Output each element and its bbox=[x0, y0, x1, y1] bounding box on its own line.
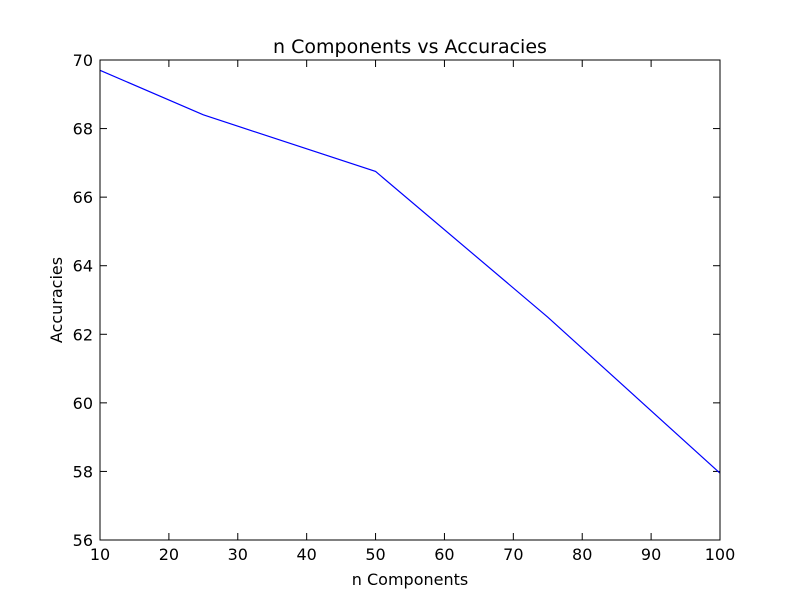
x-tick-label: 100 bbox=[705, 545, 736, 564]
series-group bbox=[99, 69, 721, 474]
x-tick-label: 30 bbox=[228, 545, 248, 564]
y-tick-label: 68 bbox=[73, 120, 93, 139]
plot-frame bbox=[99, 59, 721, 541]
x-tick-label: 60 bbox=[434, 545, 454, 564]
series-line bbox=[99, 69, 721, 474]
x-tick-label: 40 bbox=[296, 545, 316, 564]
x-tick-label: 20 bbox=[159, 545, 179, 564]
y-axis-label: Accuracies bbox=[47, 257, 66, 343]
y-tick-label: 70 bbox=[73, 51, 93, 70]
y-tick-label: 64 bbox=[73, 257, 93, 276]
y-tick-label: 62 bbox=[73, 325, 93, 344]
x-tick-label: 90 bbox=[641, 545, 661, 564]
x-axis-label: n Components bbox=[352, 570, 468, 589]
chart-title: n Components vs Accuracies bbox=[273, 36, 547, 58]
x-tick-label: 70 bbox=[503, 545, 523, 564]
x-tick-label: 10 bbox=[90, 545, 110, 564]
y-tick-label: 58 bbox=[73, 462, 93, 481]
y-tick-label: 66 bbox=[73, 188, 93, 207]
y-tick-label: 60 bbox=[73, 394, 93, 413]
x-tick-label: 80 bbox=[572, 545, 592, 564]
axis-ticks: 10 20 30 40 50 60 70 80 90 100 56 58 60 62 64 66 68 70 bbox=[73, 51, 736, 564]
y-tick-label: 56 bbox=[73, 531, 93, 550]
x-tick-label: 50 bbox=[365, 545, 385, 564]
